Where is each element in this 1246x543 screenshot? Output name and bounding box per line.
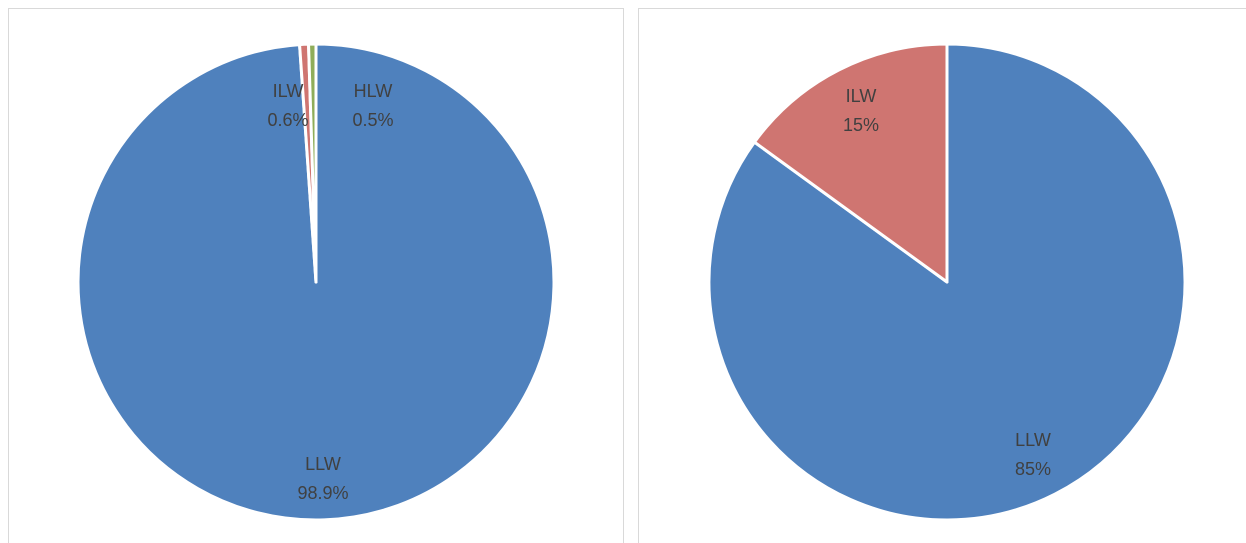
pie-slice xyxy=(752,42,949,284)
pie-slice xyxy=(307,42,318,284)
slice-value-label: 0.6% xyxy=(267,110,308,130)
slice-label: ILW xyxy=(846,86,877,106)
slice-value-label: 15% xyxy=(843,115,879,135)
slice-value-label: 0.5% xyxy=(352,110,393,130)
slice-value-label: 98.9% xyxy=(297,483,348,503)
slice-value-label: 85% xyxy=(1015,459,1051,479)
slice-label: LLW xyxy=(1015,430,1051,450)
slice-label: HLW xyxy=(354,81,393,101)
slice-label: ILW xyxy=(273,81,304,101)
slice-label: LLW xyxy=(305,454,341,474)
